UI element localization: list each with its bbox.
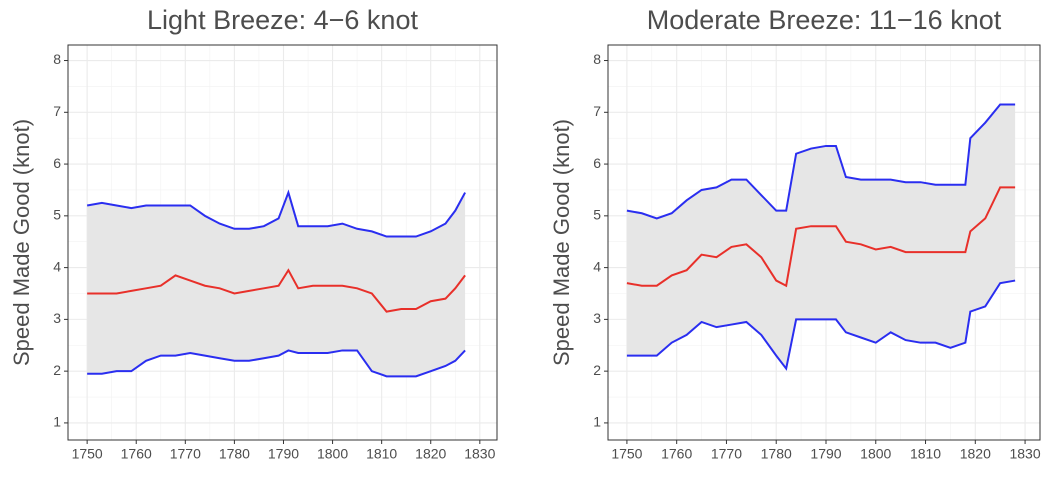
y-tick-label: 7 bbox=[593, 103, 601, 119]
x-tick-label: 1800 bbox=[317, 446, 348, 462]
x-tick-label: 1830 bbox=[464, 446, 495, 462]
y-tick-label: 5 bbox=[53, 207, 61, 223]
ribbon bbox=[87, 192, 466, 377]
x-tick-label: 1780 bbox=[761, 446, 792, 462]
x-tick-label: 1770 bbox=[170, 446, 201, 462]
x-tick-label: 1750 bbox=[611, 446, 642, 462]
x-tick-label: 1810 bbox=[910, 446, 941, 462]
series-line bbox=[626, 186, 1016, 288]
y-tick-label: 8 bbox=[593, 51, 601, 67]
series-line bbox=[626, 279, 1016, 371]
y-tick-label: 2 bbox=[593, 362, 601, 378]
x-tick-label: 1820 bbox=[960, 446, 991, 462]
y-tick-label: 4 bbox=[53, 258, 61, 274]
x-tick-label: 1790 bbox=[810, 446, 841, 462]
chart-panel: 1 2 3 4 5 6 7 8 1750 1760 1770 1780 1790 1800 1810 1820… bbox=[549, 5, 1041, 462]
y-tick-label: 1 bbox=[53, 414, 61, 430]
series-line bbox=[87, 349, 466, 378]
panel-border bbox=[67, 44, 498, 441]
y-tick-label: 2 bbox=[53, 362, 61, 378]
series-line bbox=[87, 268, 466, 313]
x-tick-label: 1750 bbox=[72, 446, 103, 462]
x-tick-label: 1760 bbox=[121, 446, 152, 462]
ribbon bbox=[626, 104, 1016, 369]
chart-title: Light Breeze: 4−6 knot bbox=[147, 5, 418, 35]
y-tick-label: 3 bbox=[53, 310, 61, 326]
y-axis-label: Speed Made Good (knot) bbox=[549, 119, 574, 366]
x-tick-label: 1810 bbox=[366, 446, 397, 462]
x-tick-label: 1790 bbox=[268, 446, 299, 462]
x-tick-label: 1800 bbox=[860, 446, 891, 462]
chart-title: Moderate Breeze: 11−16 knot bbox=[647, 5, 1002, 35]
x-tick-label: 1780 bbox=[219, 446, 250, 462]
y-tick-label: 5 bbox=[593, 207, 601, 223]
y-tick-label: 3 bbox=[593, 310, 601, 326]
y-tick-label: 1 bbox=[593, 414, 601, 430]
y-tick-label: 8 bbox=[53, 51, 61, 67]
x-tick-label: 1820 bbox=[415, 446, 446, 462]
y-tick-label: 4 bbox=[593, 258, 601, 274]
x-tick-label: 1770 bbox=[711, 446, 742, 462]
panel-border bbox=[607, 44, 1041, 441]
y-tick-label: 7 bbox=[53, 103, 61, 119]
y-axis-label: Speed Made Good (knot) bbox=[9, 119, 34, 366]
series-line bbox=[86, 189, 466, 238]
y-tick-label: 6 bbox=[593, 155, 601, 171]
series-line bbox=[626, 103, 1016, 220]
y-tick-label: 6 bbox=[53, 155, 61, 171]
x-tick-label: 1830 bbox=[1009, 446, 1040, 462]
x-tick-label: 1760 bbox=[661, 446, 692, 462]
chart-panel: 1 2 3 4 5 6 7 8 1750 1760 1770 1780 1790 1800 1810 1820… bbox=[9, 5, 498, 462]
